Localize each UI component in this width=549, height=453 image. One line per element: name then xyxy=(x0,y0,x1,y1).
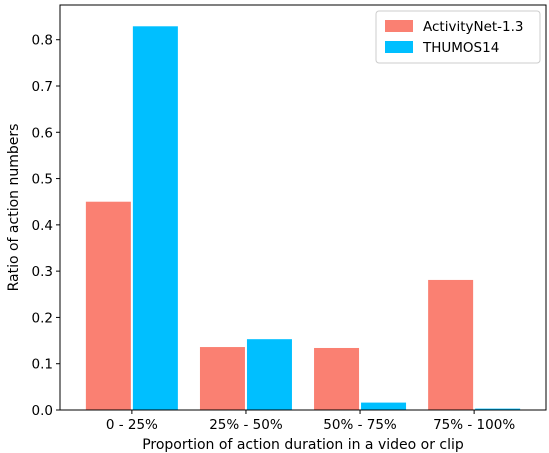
bar-activitynet-2 xyxy=(199,347,245,410)
x-tick-label: 50% - 75% xyxy=(323,417,397,433)
y-tick-label: 0.3 xyxy=(32,264,53,280)
x-axis: 0 - 25% 25% - 50% 50% - 75% 75% - 100% xyxy=(106,410,515,433)
y-tick-label: 0.0 xyxy=(32,403,53,419)
x-axis-label: Proportion of action duration in a video… xyxy=(142,437,464,453)
y-tick-label: 0.5 xyxy=(32,172,53,188)
bar-thumos14-2 xyxy=(246,339,292,410)
legend: ActivityNet-1.3 THUMOS14 xyxy=(375,10,541,64)
bar-thumos14-1 xyxy=(132,26,178,410)
y-tick-label: 0.1 xyxy=(32,357,53,373)
legend-label-thumos14: THUMOS14 xyxy=(422,40,499,56)
bar-activitynet-4 xyxy=(428,279,474,410)
bar-thumos14-4 xyxy=(475,408,521,410)
legend-label-activitynet: ActivityNet-1.3 xyxy=(423,19,524,35)
bar-activitynet-1 xyxy=(85,201,131,410)
y-tick-label: 0.2 xyxy=(32,310,53,326)
bars-group xyxy=(85,26,521,410)
bar-activitynet-3 xyxy=(314,347,360,410)
y-tick-label: 0.4 xyxy=(32,218,53,234)
y-tick-label: 0.6 xyxy=(32,125,53,141)
x-tick-label: 25% - 50% xyxy=(209,417,283,433)
legend-box xyxy=(375,10,541,64)
y-axis-label: Ratio of action numbers xyxy=(6,124,22,292)
legend-swatch-activitynet xyxy=(385,20,413,32)
legend-swatch-thumos14 xyxy=(385,41,413,53)
y-tick-label: 0.8 xyxy=(32,33,53,49)
bar-thumos14-3 xyxy=(361,402,407,410)
x-tick-label: 75% - 100% xyxy=(433,417,515,433)
x-tick-label: 0 - 25% xyxy=(106,417,158,433)
y-axis: 0.0 0.1 0.2 0.3 0.4 0.5 0.6 0.7 0.8 xyxy=(32,33,60,419)
y-tick-label: 0.7 xyxy=(32,79,53,95)
plot-frame xyxy=(59,4,547,411)
